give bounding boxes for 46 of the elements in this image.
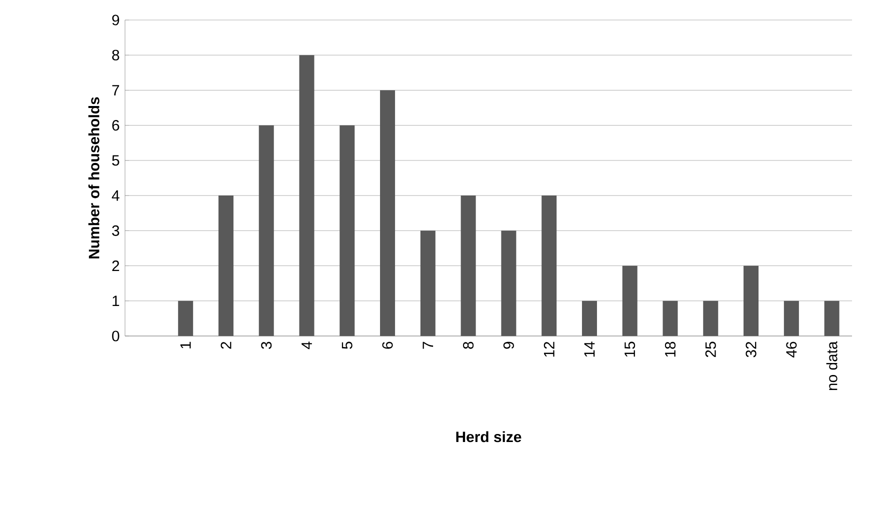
x-tick-label: 2 <box>220 342 232 349</box>
x-tick-label: 15 <box>624 342 636 357</box>
x-tick-label: 3 <box>261 342 272 349</box>
y-tick-label: 9 <box>112 14 120 26</box>
y-axis-title: Number of households <box>88 97 100 258</box>
bar <box>784 300 799 336</box>
x-tick-label: 14 <box>584 342 595 357</box>
bar <box>460 196 476 336</box>
y-tick-label: 2 <box>112 260 120 271</box>
bar <box>662 300 678 336</box>
bar <box>824 300 840 336</box>
x-tick-label: 9 <box>503 342 514 349</box>
bar <box>340 125 355 336</box>
bar <box>299 55 314 336</box>
bar <box>744 266 759 336</box>
x-tick-label: 1 <box>180 342 191 348</box>
y-tick-label: 3 <box>112 225 120 236</box>
bar <box>542 196 557 336</box>
x-tick-label: 5 <box>342 342 352 349</box>
bar <box>501 230 516 336</box>
y-tick-label: 4 <box>112 190 120 201</box>
bar <box>622 266 638 336</box>
bar <box>178 300 194 336</box>
bar <box>218 196 234 336</box>
y-tick-label: 1 <box>112 296 120 306</box>
x-tick-label: 4 <box>302 342 312 350</box>
x-tick-label: 6 <box>382 342 393 349</box>
x-tick-label: 25 <box>705 342 716 358</box>
bar <box>582 300 597 336</box>
bar <box>258 125 274 336</box>
x-tick-label: 18 <box>664 342 676 357</box>
y-tick-label: 6 <box>112 120 120 131</box>
x-tick-label: 8 <box>463 342 474 349</box>
bar <box>380 90 396 336</box>
x-tick-label: 32 <box>746 342 756 358</box>
y-tick-label: 8 <box>112 50 120 60</box>
x-axis-title: Herd size <box>456 431 522 442</box>
bar <box>703 300 718 336</box>
y-tick-label: 5 <box>112 155 120 166</box>
y-tick-label: 0 <box>112 330 120 342</box>
x-tick-label: 7 <box>422 342 434 349</box>
bar <box>420 230 436 336</box>
y-tick-label: 7 <box>112 85 120 96</box>
x-tick-label: 12 <box>544 342 554 357</box>
x-tick-label: no data <box>826 341 838 390</box>
x-tick-label: 46 <box>786 342 797 358</box>
